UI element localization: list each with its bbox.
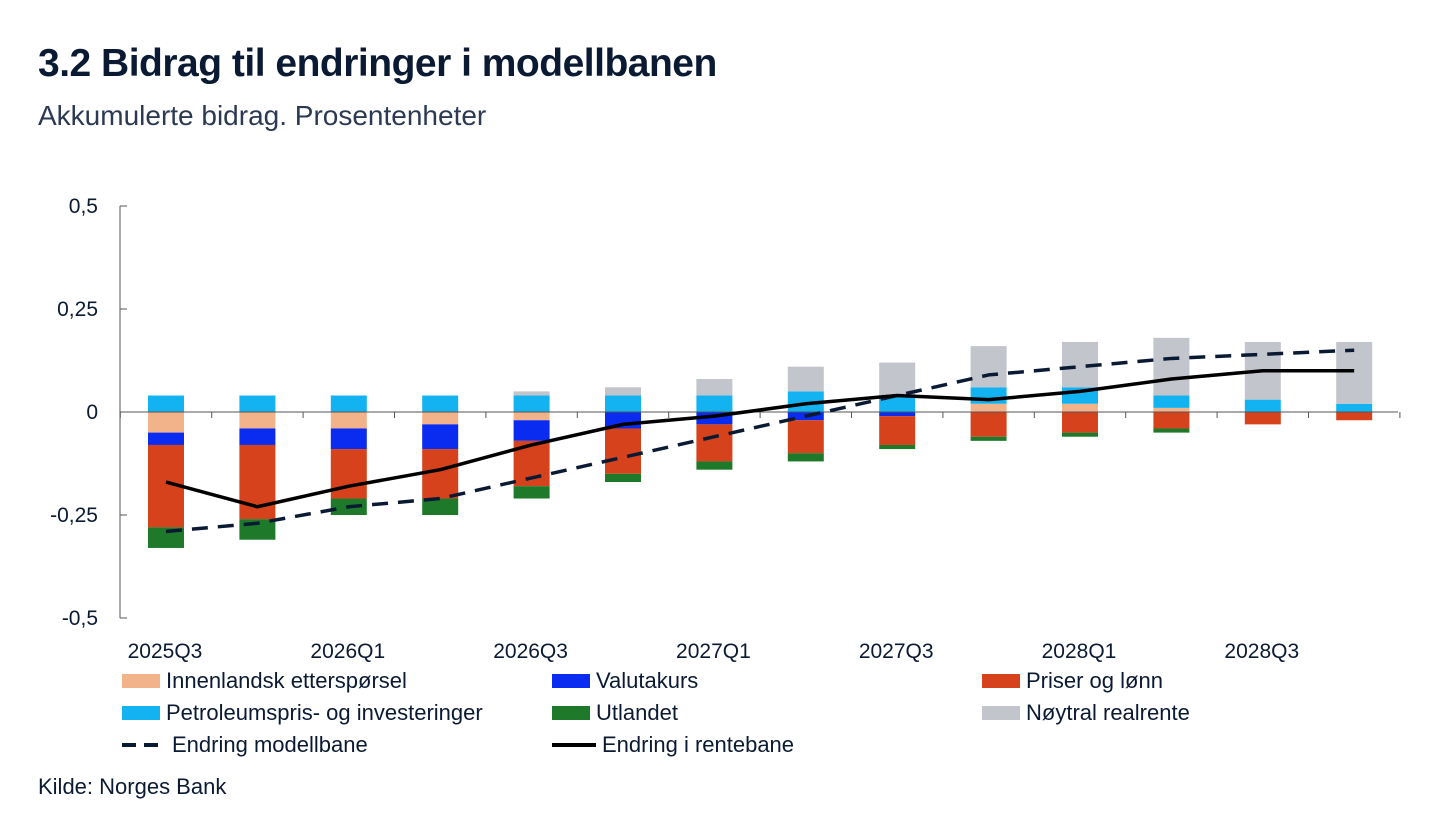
y-tick-label-2: 0	[86, 401, 98, 424]
bar-valutakurs-2025q3	[148, 432, 184, 445]
bar-valutakurs-2026q3	[513, 420, 550, 441]
legend-swatch-endring-i-rentebane	[552, 738, 596, 752]
bar-priser-og-l-nn-2028q3	[1244, 412, 1281, 425]
bar-priser-og-l-nn-2028q1	[1062, 412, 1098, 433]
bar-petroleumspris-og-investeringer-2027q3	[879, 395, 916, 412]
bar-priser-og-l-nn-2027q1	[696, 424, 733, 462]
legend-label-n-ytral-realrente: Nøytral realrente	[1026, 700, 1190, 725]
x-tick-label-2026q1: 2026Q1	[310, 640, 385, 663]
bar-n-ytral-realrente-2028q4	[1336, 341, 1373, 404]
bar-petroleumspris-og-investeringer-2028q4	[1336, 403, 1373, 412]
x-tick-label-2026q3: 2026Q3	[493, 640, 568, 663]
bar-utlandet-2027q3	[879, 444, 916, 450]
bar-priser-og-l-nn-2028q2	[1153, 412, 1190, 429]
y-tick-label-1: 0,25	[57, 298, 98, 321]
bar-n-ytral-realrente-2026q3	[513, 391, 550, 396]
legend-swatch-utlandet	[552, 706, 590, 720]
bar-innenlandsk-ettersp-rsel-2026q2	[422, 412, 459, 425]
bar-valutakurs-2027q3	[879, 412, 916, 417]
x-tick-label-2028q3: 2028Q3	[1224, 640, 1299, 663]
legend-item-priser-og-l-nn: Priser og lønn	[982, 668, 1163, 694]
line-endring-i-rentebane	[165, 369, 1355, 509]
legend-item-petroleumspris-og-investeringer: Petroleumspris- og investeringer	[122, 700, 483, 726]
bar-n-ytral-realrente-2026q4	[605, 387, 641, 396]
bar-priser-og-l-nn-2027q4	[970, 412, 1007, 437]
bar-priser-og-l-nn-2026q2	[422, 449, 459, 499]
bar-utlandet-2027q2	[787, 453, 824, 462]
legend-label-innenlandsk-ettersp-rsel: Innenlandsk etterspørsel	[166, 668, 407, 693]
bar-petroleumspris-og-investeringer-2026q1	[330, 395, 367, 412]
legend-item-n-ytral-realrente: Nøytral realrente	[982, 700, 1190, 726]
bar-petroleumspris-og-investeringer-2028q2	[1153, 395, 1190, 408]
bar-innenlandsk-ettersp-rsel-2026q3	[513, 412, 550, 421]
bar-petroleumspris-og-investeringer-2025q4	[239, 395, 276, 412]
legend-label-endring-modellbane: Endring modellbane	[172, 732, 368, 757]
bar-valutakurs-2025q4	[239, 428, 276, 445]
legend-item-endring-i-rentebane: Endring i rentebane	[552, 732, 794, 758]
bar-valutakurs-2026q2	[422, 424, 459, 450]
source-note: Kilde: Norges Bank	[38, 774, 227, 799]
legend-label-valutakurs: Valutakurs	[596, 668, 699, 693]
line-endring-modellbane	[165, 348, 1355, 534]
legend-item-valutakurs: Valutakurs	[552, 668, 698, 694]
bar-utlandet-2027q4	[970, 436, 1007, 441]
bar-priser-og-l-nn-2027q3	[879, 416, 916, 445]
legend-swatch-endring-modellbane	[122, 738, 166, 752]
bar-petroleumspris-og-investeringer-2027q2	[787, 391, 824, 412]
legend-swatch-innenlandsk-ettersp-rsel	[122, 674, 160, 688]
legend-swatch-petroleumspris-og-investeringer	[122, 706, 160, 720]
bar-utlandet-2028q2	[1153, 428, 1190, 433]
bar-petroleumspris-og-investeringer-2027q1	[696, 395, 733, 412]
bar-utlandet-2025q3	[148, 527, 184, 548]
x-tick-label-2025q3: 2025Q3	[128, 640, 203, 663]
bar-priser-og-l-nn-2026q1	[330, 449, 367, 499]
chart-subtitle: Akkumulerte bidrag. Prosentenheter	[38, 100, 487, 131]
bar-priser-og-l-nn-2026q4	[605, 428, 641, 474]
bar-n-ytral-realrente-2027q3	[879, 362, 916, 396]
y-tick-label-4: -0,5	[62, 607, 98, 630]
bar-innenlandsk-ettersp-rsel-2025q3	[148, 412, 184, 433]
chart-title: 3.2 Bidrag til endringer i modellbanen	[38, 42, 717, 85]
x-tick-label-2027q3: 2027Q3	[859, 640, 934, 663]
y-tick-label-3: -0,25	[50, 504, 98, 527]
legend-label-petroleumspris-og-investeringer: Petroleumspris- og investeringer	[166, 700, 483, 725]
bar-utlandet-2026q2	[422, 498, 459, 515]
legend-label-utlandet: Utlandet	[596, 700, 678, 725]
bar-petroleumspris-og-investeringer-2028q3	[1244, 399, 1281, 412]
bar-innenlandsk-ettersp-rsel-2028q1	[1062, 403, 1098, 412]
bar-innenlandsk-ettersp-rsel-2025q4	[239, 412, 276, 429]
bar-n-ytral-realrente-2027q2	[787, 366, 824, 392]
bar-utlandet-2026q3	[513, 486, 550, 499]
bar-utlandet-2028q1	[1062, 432, 1098, 437]
bar-innenlandsk-ettersp-rsel-2028q2	[1153, 407, 1190, 412]
legend-swatch-priser-og-l-nn	[982, 674, 1020, 688]
legend-item-innenlandsk-ettersp-rsel: Innenlandsk etterspørsel	[122, 668, 407, 694]
legend-swatch-valutakurs	[552, 674, 590, 688]
bar-petroleumspris-og-investeringer-2025q3	[148, 395, 184, 412]
x-tick-label-2028q1: 2028Q1	[1042, 640, 1117, 663]
bar-innenlandsk-ettersp-rsel-2027q4	[970, 403, 1007, 412]
legend-label-priser-og-l-nn: Priser og lønn	[1026, 668, 1163, 693]
legend: Innenlandsk etterspørsel Valutakurs Priser…	[122, 668, 1422, 768]
legend-swatch-n-ytral-realrente	[982, 706, 1020, 720]
bar-petroleumspris-og-investeringer-2026q3	[513, 395, 550, 412]
y-tick-label-0: 0,5	[69, 195, 98, 218]
bar-n-ytral-realrente-2027q4	[970, 346, 1007, 388]
bar-valutakurs-2026q1	[330, 428, 367, 450]
legend-item-utlandet: Utlandet	[552, 700, 678, 726]
bar-petroleumspris-og-investeringer-2026q4	[605, 395, 641, 412]
bar-priser-og-l-nn-2027q2	[787, 420, 824, 454]
bar-n-ytral-realrente-2027q1	[696, 379, 733, 396]
bar-n-ytral-realrente-2028q2	[1153, 337, 1190, 396]
bar-innenlandsk-ettersp-rsel-2026q1	[330, 412, 367, 429]
bar-priser-og-l-nn-2028q4	[1336, 412, 1373, 421]
x-tick-label-2027q1: 2027Q1	[676, 640, 751, 663]
bar-utlandet-2026q4	[605, 473, 641, 483]
bar-petroleumspris-og-investeringer-2026q2	[422, 395, 459, 412]
bar-utlandet-2027q1	[696, 461, 733, 470]
legend-item-endring-modellbane: Endring modellbane	[122, 732, 368, 758]
legend-label-endring-i-rentebane: Endring i rentebane	[602, 732, 795, 757]
